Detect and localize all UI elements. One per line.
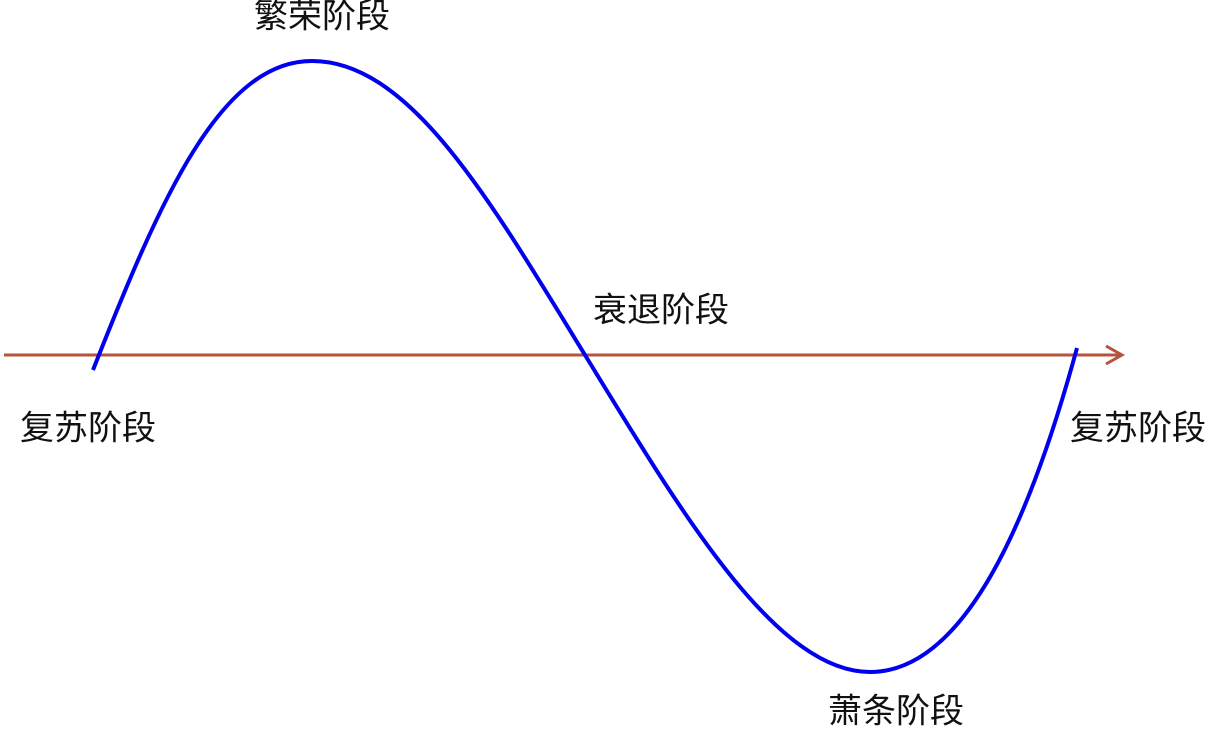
cycle-curve (91, 58, 1079, 675)
stage-label: 复苏阶段 (20, 409, 156, 449)
stage-label: 衰退阶段 (593, 291, 729, 331)
stage-label: 繁荣阶段 (254, 0, 390, 37)
axis-arrow (4, 344, 1126, 366)
axis-arrowhead (1105, 344, 1126, 366)
stage-label: 萧条阶段 (828, 692, 964, 732)
stage-label: 复苏阶段 (1070, 409, 1206, 449)
